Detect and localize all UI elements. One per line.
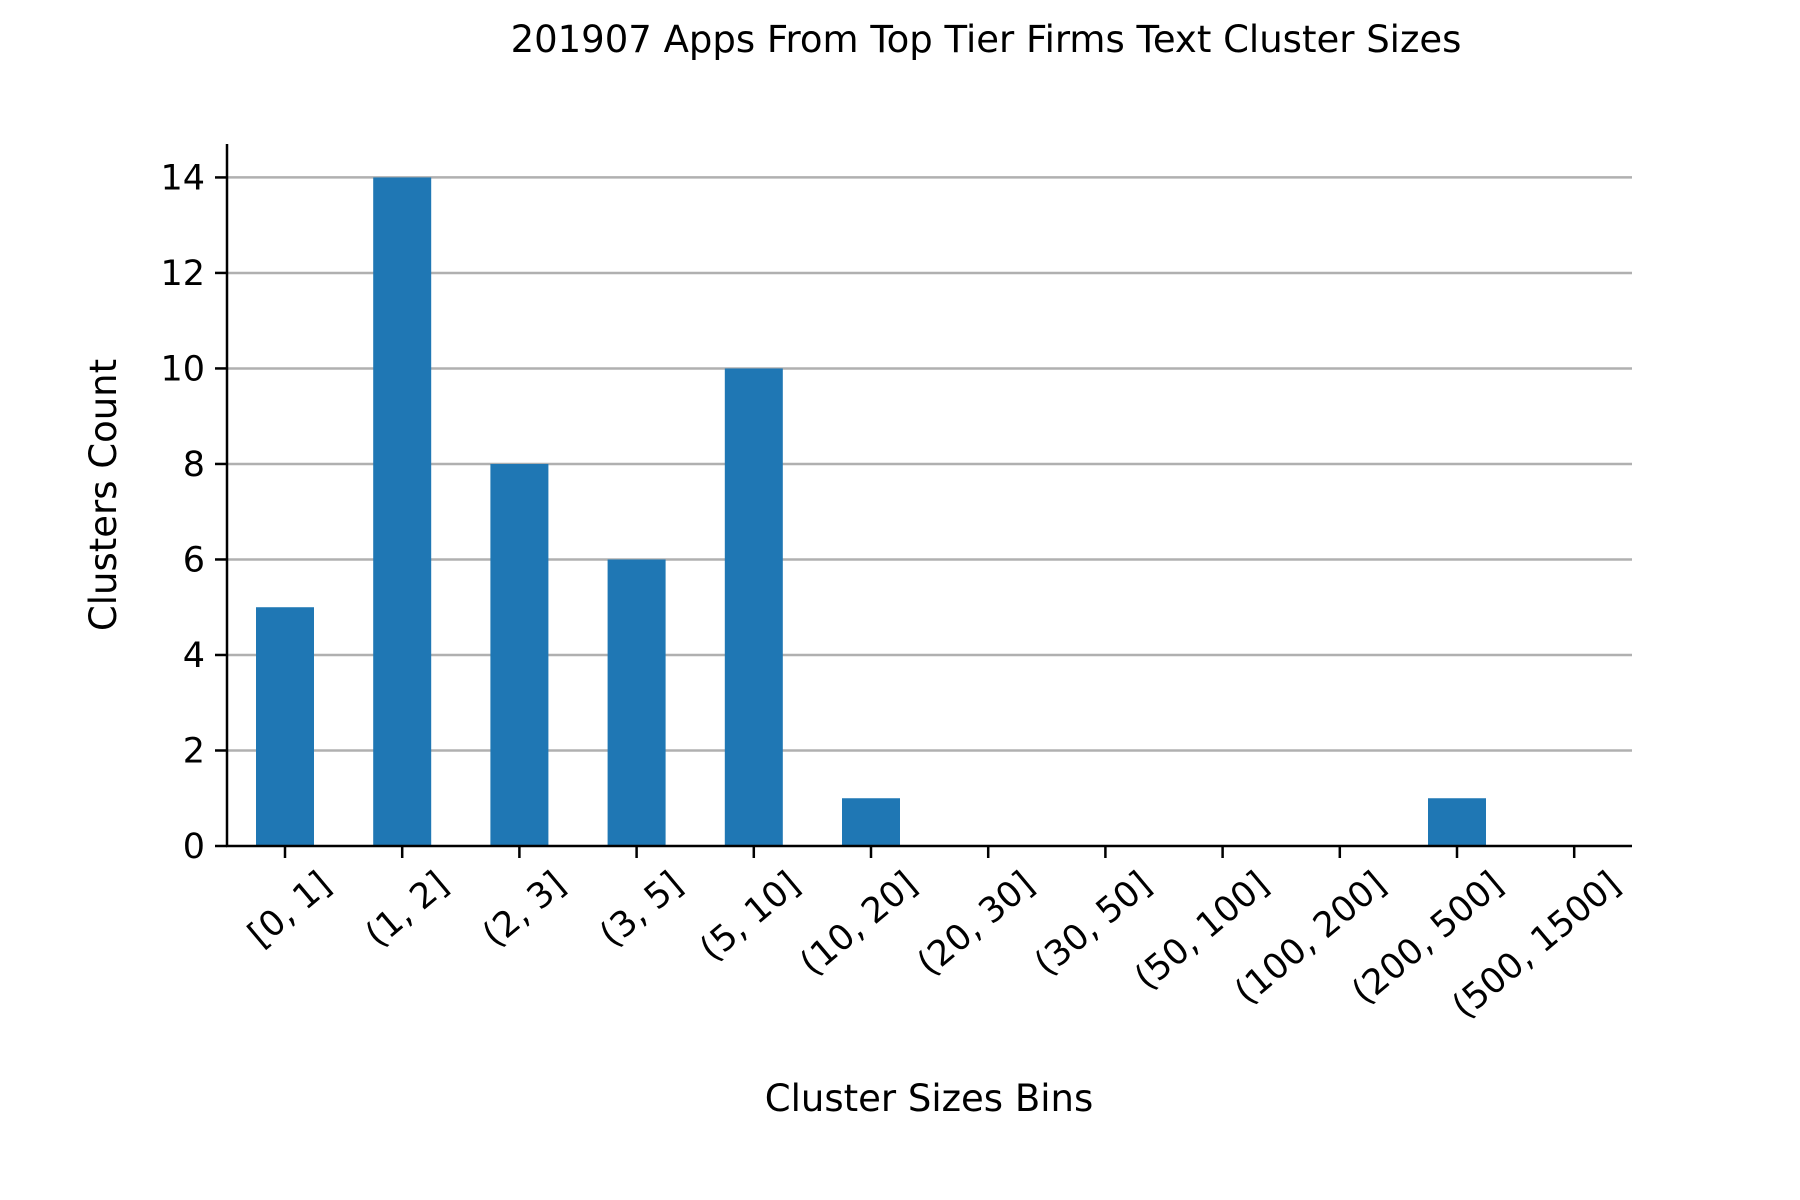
chart-title: 201907 Apps From Top Tier Firms Text Clu… (511, 18, 1462, 61)
bar (1428, 798, 1486, 846)
bar (607, 559, 666, 846)
y-tick-label: 0 (183, 827, 205, 867)
x-tick-label: (2, 3] (475, 864, 573, 955)
y-tick-label: 8 (183, 445, 205, 485)
y-tick-label: 12 (160, 254, 205, 294)
bar (724, 368, 783, 846)
y-tick-label: 2 (183, 731, 205, 771)
y-tick-label: 6 (183, 540, 205, 580)
x-tick-label: (1, 2] (358, 864, 456, 955)
x-tick-label: (3, 5] (593, 864, 691, 955)
axes (225, 144, 1632, 848)
bar (256, 607, 314, 846)
x-ticks: [0, 1] (1, 2] (2, 3] (3, 5] (5, 10](10, 20](… (241, 846, 1628, 1027)
bar (842, 798, 900, 846)
x-tick-label: (10, 20] (793, 864, 925, 984)
x-tick-label: [0, 1] (241, 864, 339, 955)
y-tick-label: 14 (160, 158, 205, 198)
x-tick-label: (20, 30] (910, 864, 1042, 984)
x-tick-label: (5, 10] (693, 864, 808, 969)
bar (373, 177, 432, 846)
y-axis-label: Clusters Count (82, 359, 125, 631)
bar (490, 463, 549, 846)
gridlines (227, 176, 1632, 752)
y-ticks: 0 2 4 6 8 10 12 14 (160, 158, 227, 867)
y-tick-label: 10 (160, 349, 205, 389)
y-tick-label: 4 (183, 636, 205, 676)
bars (256, 177, 1486, 846)
x-axis-label: Cluster Sizes Bins (765, 1077, 1093, 1120)
